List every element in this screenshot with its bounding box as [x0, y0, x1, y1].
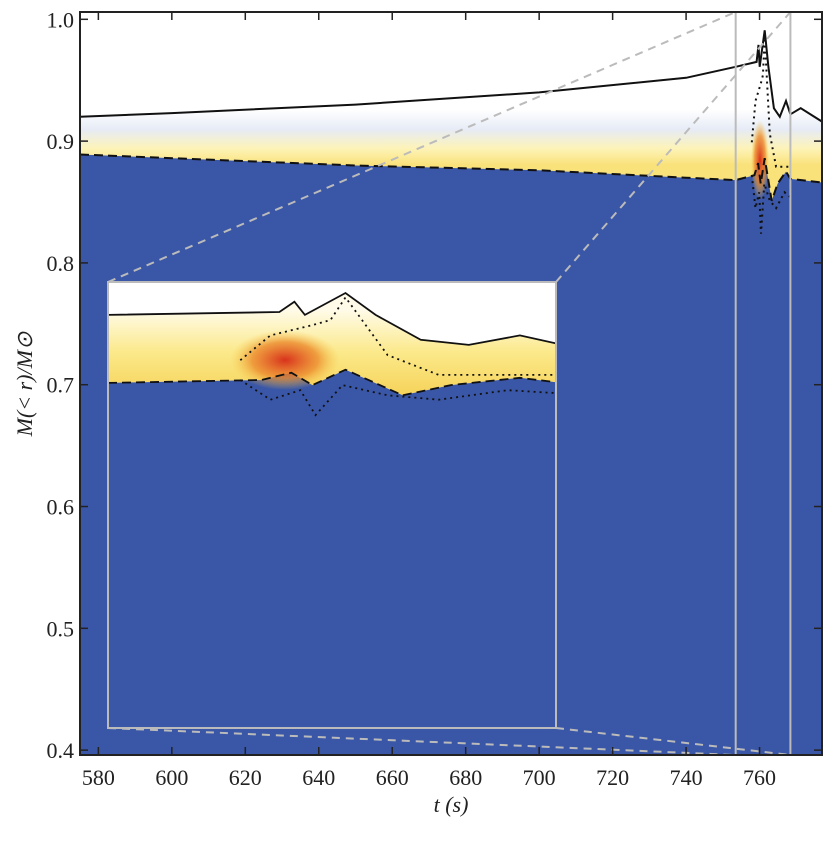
inset-frame: [107, 281, 557, 729]
x-axis-label: t (s): [434, 792, 469, 817]
x-tick-label: 700: [523, 765, 556, 790]
series-line: [750, 175, 792, 234]
x-tick-label: 600: [155, 765, 188, 790]
y-axis-label: M(< r)/M⊙: [12, 331, 37, 437]
y-tick-label: 0.9: [47, 129, 75, 154]
x-tick-label: 660: [376, 765, 409, 790]
x-tick-label: 740: [670, 765, 703, 790]
y-tick-label: 0.6: [47, 495, 75, 520]
zoom-connector: [107, 727, 736, 756]
mixing-band: [108, 293, 556, 396]
plot-frame: [79, 11, 823, 756]
series-line: [239, 295, 556, 376]
zoom-connector: [555, 11, 792, 283]
y-tick-label: 0.4: [47, 738, 75, 763]
zoom-connector: [555, 727, 791, 756]
x-tick-label: 620: [229, 765, 262, 790]
y-tick-label: 0.8: [47, 251, 75, 276]
hot-spot: [230, 330, 340, 390]
series-line: [108, 291, 556, 346]
core-region: [108, 369, 556, 728]
y-tick-label: 0.5: [47, 616, 75, 641]
overlay: 580 600 620 640 660 680 700 720 740 760 0.4 0.5 0.6 0…: [47, 7, 823, 790]
mixing-band: [80, 30, 822, 201]
series-line: [80, 30, 822, 123]
series-line: [80, 153, 822, 202]
y-tick-label: 1.0: [47, 7, 75, 32]
x-tick-label: 680: [449, 765, 482, 790]
zoom-connector: [107, 11, 737, 283]
inset: [108, 282, 556, 728]
x-tick-label: 760: [743, 765, 776, 790]
hot-spot: [751, 120, 769, 200]
y-tick-label: 0.7: [47, 373, 75, 398]
x-tick-label: 720: [596, 765, 629, 790]
x-tick-label: 580: [82, 765, 115, 790]
x-tick-label: 640: [302, 765, 335, 790]
series-line: [108, 368, 556, 397]
